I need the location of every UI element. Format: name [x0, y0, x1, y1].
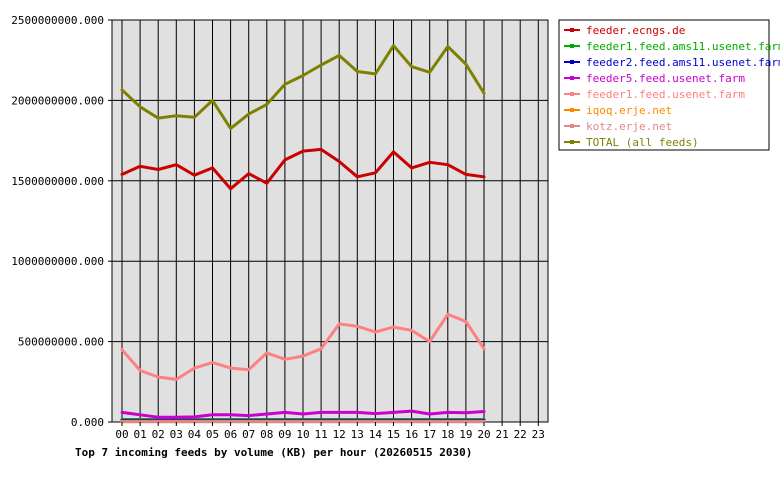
series-line-3	[120, 409, 486, 419]
y-tick-label: 0.000	[71, 416, 104, 429]
x-tick-label: 15	[387, 428, 400, 441]
legend-marker	[570, 124, 574, 128]
x-tick-label: 12	[333, 428, 346, 441]
series-lines	[120, 44, 486, 424]
x-axis-ticks: 00 01 02 03 04 05 06 07 08 09 10 11 12 13 14 15 16 17 18 19…	[115, 422, 545, 441]
series-line-7	[120, 44, 486, 130]
legend-label: feeder1.feed.ams11.usenet.farm	[586, 40, 780, 53]
legend-label: iqoq.erje.net	[586, 104, 672, 117]
y-tick-label: 2000000000.000	[11, 94, 104, 107]
legend-marker	[570, 60, 574, 64]
y-axis-ticks: 0.000 500000000.000 1000000000.000 15000000…	[11, 14, 112, 429]
chart-title: Top 7 incoming feeds by volume (KB) per …	[75, 446, 472, 459]
x-tick-label: 10	[296, 428, 309, 441]
y-tick-label: 500000000.000	[18, 336, 104, 349]
x-tick-label: 07	[242, 428, 255, 441]
x-tick-label: 04	[188, 428, 202, 441]
legend-marker	[570, 108, 574, 112]
x-tick-label: 22	[514, 428, 527, 441]
legend-label: feeder.ecngs.de	[586, 24, 685, 37]
x-tick-label: 14	[369, 428, 383, 441]
legend-marker	[570, 92, 574, 96]
legend-marker	[570, 28, 574, 32]
x-tick-label: 23	[532, 428, 545, 441]
x-tick-label: 08	[260, 428, 273, 441]
x-tick-label: 13	[351, 428, 364, 441]
x-tick-label: 11	[314, 428, 327, 441]
legend-label: TOTAL (all feeds)	[586, 136, 699, 149]
x-tick-label: 17	[423, 428, 436, 441]
x-tick-label: 05	[206, 428, 219, 441]
x-tick-label: 02	[152, 428, 165, 441]
x-tick-label: 03	[170, 428, 183, 441]
legend-label: feeder2.feed.ams11.usenet.farm	[586, 56, 780, 69]
legend-marker	[570, 44, 574, 48]
y-tick-label: 1500000000.000	[11, 175, 104, 188]
x-tick-label: 00	[115, 428, 128, 441]
plot-background	[111, 19, 549, 423]
x-tick-label: 09	[278, 428, 291, 441]
x-tick-label: 21	[495, 428, 508, 441]
y-tick-label: 1000000000.000	[11, 255, 104, 268]
y-tick-label: 2500000000.000	[11, 14, 104, 27]
legend-label: feeder1.feed.usenet.farm	[586, 88, 745, 101]
legend-marker	[570, 76, 574, 80]
x-tick-label: 20	[477, 428, 490, 441]
series-line-0	[120, 147, 486, 191]
x-tick-label: 19	[459, 428, 472, 441]
legend: feeder.ecngs.de feeder1.feed.ams11.usenet…	[558, 19, 780, 151]
legend-marker	[570, 140, 574, 144]
legend-box	[558, 19, 770, 151]
legend-label: feeder5.feed.usenet.farm	[586, 72, 745, 85]
series-line-4	[120, 312, 486, 381]
legend-label: kotz.erje.net	[586, 120, 672, 133]
x-tick-label: 16	[405, 428, 418, 441]
x-tick-label: 06	[224, 428, 237, 441]
x-tick-label: 18	[441, 428, 454, 441]
x-tick-label: 01	[133, 428, 146, 441]
